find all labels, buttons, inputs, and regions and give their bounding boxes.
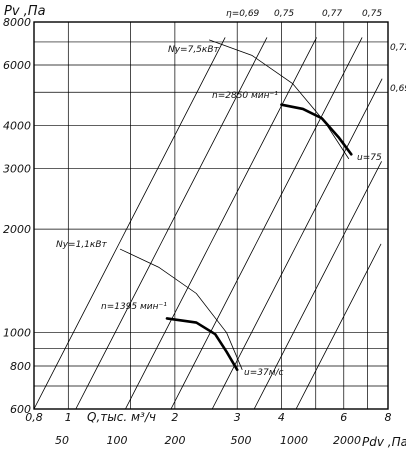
efficiency-diagonal <box>33 37 226 410</box>
x2-tick-label: 2000 <box>333 434 361 447</box>
plot-grid <box>33 21 389 410</box>
power-curve <box>119 248 243 370</box>
efficiency-diagonal <box>211 78 383 410</box>
x-tick-label: 6 <box>340 411 347 424</box>
speed-label-high: n=2850 мин⁻¹ <box>212 91 278 101</box>
pressure-curve <box>165 317 239 372</box>
x-tick-label: 0,8 <box>25 411 43 424</box>
eff-label-4: 0,75 <box>362 9 382 19</box>
diagonal-lines <box>33 37 383 410</box>
eff-label-5: 0,72 <box>390 43 406 53</box>
efficiency-diagonal <box>75 37 268 410</box>
x-tick-label: 8 <box>385 411 392 424</box>
y-tick-label: 600 <box>10 403 31 416</box>
y-axis-label: Pv ,Па <box>4 4 46 19</box>
y-tick-label: 1000 <box>3 327 31 340</box>
eff-label-2: 0,75 <box>274 9 294 19</box>
labels: 600 800 1000 2000 3000 4000 6000 8000 0,8 1 2 3 4 6 8 5… <box>3 16 392 447</box>
plot-frame <box>33 21 389 410</box>
x2-tick-label: 200 <box>165 434 186 447</box>
efficiency-diagonal <box>170 37 363 410</box>
velocity-label-low: u=37м/с <box>244 368 284 378</box>
velocity-label-high: u=75 <box>357 153 382 163</box>
x2-tick-label: 1000 <box>280 434 308 447</box>
pressure-curve <box>280 103 353 156</box>
x-tick-label: 3 <box>234 411 241 424</box>
curves <box>119 39 353 372</box>
power-label-low: Nу=1,1кВт <box>56 240 108 250</box>
power-curve <box>209 39 350 160</box>
speed-label-low: n=1395 мин⁻¹ <box>101 302 167 312</box>
x2-tick-label: 100 <box>107 434 128 447</box>
efficiency-diagonal <box>253 161 382 410</box>
x2-axis-label: Pdv ,Па <box>362 435 406 449</box>
eff-label-3: 0,77 <box>322 9 342 19</box>
efficiency-diagonal <box>125 37 317 410</box>
x2-tick-label: 500 <box>231 434 252 447</box>
y-tick-label: 3000 <box>3 163 31 176</box>
eff-label-1: η=0,69 <box>226 9 260 19</box>
y-tick-label: 800 <box>10 360 31 373</box>
eff-label-6: 0,69 <box>390 84 406 94</box>
y-tick-label: 8000 <box>3 16 31 29</box>
efficiency-diagonal <box>295 243 382 410</box>
y-tick-label: 6000 <box>3 59 31 72</box>
x-tick-label: 2 <box>171 411 178 424</box>
x-tick-label: 1 <box>65 411 72 424</box>
y-tick-label: 4000 <box>3 120 31 133</box>
x2-tick-label: 50 <box>55 434 69 447</box>
x-tick-label: 4 <box>278 411 285 424</box>
y-tick-label: 2000 <box>3 223 31 236</box>
power-label-high: Nу=7,5кВт <box>168 45 220 55</box>
x-axis-label: Q,тыс. м³/ч <box>87 410 156 424</box>
